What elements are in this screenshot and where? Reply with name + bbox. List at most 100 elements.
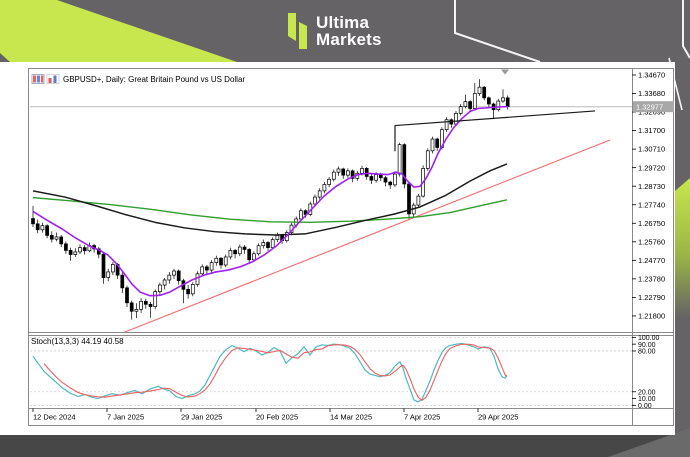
candle-bear xyxy=(205,266,209,271)
candle-bull xyxy=(73,251,78,255)
candle-bear xyxy=(129,302,134,312)
candle-bull xyxy=(167,274,172,281)
candle-bull xyxy=(336,168,341,173)
candle-bull xyxy=(374,174,378,181)
price-tick-label: 1.34670 xyxy=(638,71,665,80)
candle-bull xyxy=(252,253,256,261)
candle-bull xyxy=(237,246,242,255)
candle-bull xyxy=(430,138,435,152)
candle-bear xyxy=(143,300,148,305)
candle-bear xyxy=(64,243,68,251)
candle-bear xyxy=(59,236,64,245)
indicator-title: Stoch(13,3,3) 44.19 40.58 xyxy=(31,337,124,346)
stoch-tick-label: 80.00 xyxy=(638,349,656,356)
candle-bull xyxy=(162,279,167,286)
candle-bull xyxy=(454,113,458,125)
candle-bear xyxy=(242,246,247,250)
candle-bull xyxy=(275,235,280,240)
candle-bear xyxy=(219,257,223,266)
price-tick-label: 1.27740 xyxy=(638,200,665,209)
price-tick-label: 1.33680 xyxy=(638,89,665,98)
footer-band xyxy=(0,435,690,457)
date-tick-label: 29 Apr 2025 xyxy=(478,413,518,422)
candle-bear xyxy=(120,274,125,289)
price-tick-label: 1.29720 xyxy=(638,163,665,172)
candle-bull xyxy=(256,245,261,255)
date-tick-label: 7 Apr 2025 xyxy=(404,413,440,422)
candle-bull xyxy=(195,273,200,285)
ma-slow-green xyxy=(32,196,508,224)
candle-bull xyxy=(299,210,303,220)
candle-bull xyxy=(200,266,205,275)
chart-icon xyxy=(31,74,45,84)
brand-logo-icon xyxy=(288,13,307,49)
stoch-tick-label: 10.00 xyxy=(638,396,656,403)
candle-bear xyxy=(35,223,40,231)
candle-bear xyxy=(435,138,440,148)
right-strip-lime-band xyxy=(675,178,690,318)
candle-bull xyxy=(111,264,115,273)
symbol-title: GBPUSD+, Daily: Great Britain Pound vs U… xyxy=(63,75,245,84)
candle-bear xyxy=(505,97,510,107)
candle-bull xyxy=(346,170,350,176)
candle-bear xyxy=(341,168,346,176)
current-price-tag: 1.32977 xyxy=(633,101,674,113)
candle-bull xyxy=(425,150,430,169)
candle-bull xyxy=(223,256,228,266)
trendline-resistance xyxy=(394,110,596,152)
candle-bear xyxy=(378,174,383,179)
candle-bear xyxy=(407,183,411,215)
stoch-tick-label: 0.00 xyxy=(638,403,652,410)
candle-bull xyxy=(322,184,327,192)
price-tick-label: 1.21800 xyxy=(638,312,665,321)
candle-bear xyxy=(176,270,181,282)
candle-bull xyxy=(331,171,336,180)
candle-bull xyxy=(134,309,139,312)
price-tick-label: 1.24770 xyxy=(638,256,665,265)
candle-bull xyxy=(327,178,331,185)
overlays-layer xyxy=(32,105,611,332)
candle-bear xyxy=(186,288,190,295)
candle-bear xyxy=(487,97,491,105)
stoch-k-line xyxy=(32,342,508,403)
ma-fast-purple xyxy=(32,105,509,297)
candle-bull xyxy=(397,144,402,175)
candle-bear xyxy=(482,86,487,99)
chart-type-icon xyxy=(46,74,60,84)
date-tick-label: 20 Feb 2025 xyxy=(256,413,298,422)
candle-bull xyxy=(496,100,501,110)
price-tick-label: 1.25760 xyxy=(638,237,665,246)
date-axis[interactable]: 12 Dec 2024 7 Jan 2025 29 Jan 2025 20 Feb 2… xyxy=(32,408,518,422)
candle-bear xyxy=(31,218,35,225)
candle-bear xyxy=(388,181,393,186)
price-tick-label: 1.26750 xyxy=(638,219,665,228)
price-tick-label: 1.23780 xyxy=(638,274,665,283)
candle-bull xyxy=(501,97,505,102)
candle-bear xyxy=(350,170,355,179)
candle-bull xyxy=(158,284,162,292)
trading-chart[interactable]: 1.346701.336801.326901.317001.307101.297… xyxy=(28,68,675,431)
candle-bull xyxy=(78,247,82,253)
candle-bear xyxy=(247,249,252,261)
price-tick-label: 1.22790 xyxy=(638,293,665,302)
brand-name-line2: Markets xyxy=(316,30,382,49)
candle-bull xyxy=(209,262,214,271)
candle-bull xyxy=(393,173,397,186)
candle-bear xyxy=(49,235,54,240)
candle-bull xyxy=(360,168,364,174)
candle-bull xyxy=(153,291,158,307)
last-bar-marker-icon xyxy=(501,69,509,75)
candle-bull xyxy=(40,225,45,231)
candle-bull xyxy=(458,106,463,114)
price-tick-label: 1.31700 xyxy=(638,126,665,135)
candle-bear xyxy=(125,287,129,304)
candle-bear xyxy=(233,250,237,255)
main-plot[interactable] xyxy=(30,79,632,333)
candle-bull xyxy=(313,196,317,205)
stochastic-panel[interactable] xyxy=(30,336,632,406)
date-tick-label: 7 Jan 2025 xyxy=(107,413,144,422)
candle-bull xyxy=(261,242,266,247)
candle-bear xyxy=(383,177,388,183)
date-tick-label: 12 Dec 2024 xyxy=(33,413,76,422)
